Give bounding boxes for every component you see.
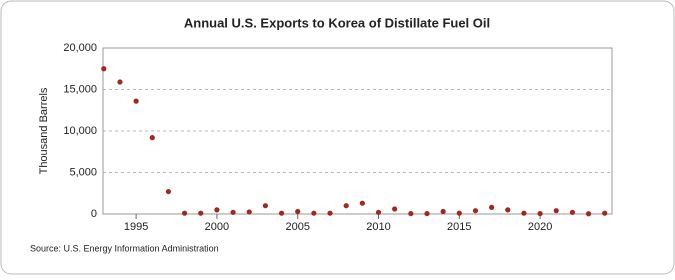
point xyxy=(133,98,139,104)
point xyxy=(585,211,592,217)
y-tick-label: 15,000 xyxy=(63,83,97,95)
point xyxy=(472,208,479,214)
point xyxy=(311,210,317,216)
point xyxy=(505,207,511,213)
source: Source: U.S. Energy Information Administ… xyxy=(30,243,219,253)
point xyxy=(262,203,268,209)
point xyxy=(246,209,252,215)
x-tick-label: 1995 xyxy=(124,221,148,233)
x-tick-label: 2015 xyxy=(447,221,471,233)
plot-border xyxy=(102,47,613,215)
point xyxy=(182,210,188,216)
point xyxy=(101,66,107,72)
point xyxy=(375,209,382,215)
point xyxy=(149,135,155,141)
point xyxy=(214,207,220,213)
chart-title: Annual U.S. Exports to Korea of Distilla… xyxy=(184,15,490,30)
point xyxy=(569,209,576,215)
point xyxy=(602,210,608,216)
y-axis-label: Thousand Barrels xyxy=(38,87,50,174)
point xyxy=(278,210,285,216)
point xyxy=(521,210,527,216)
point xyxy=(165,188,172,195)
point xyxy=(295,208,301,215)
x-tick-label: 2005 xyxy=(285,221,309,233)
point xyxy=(230,209,236,215)
point xyxy=(440,208,446,215)
x-tick-label: 2020 xyxy=(528,221,552,233)
point xyxy=(198,210,204,216)
point xyxy=(327,210,333,216)
y-tick-label: 10,000 xyxy=(63,125,97,137)
x-tick-label: 2000 xyxy=(205,221,229,233)
y-tick-label: 0 xyxy=(91,208,97,220)
point xyxy=(424,210,430,217)
x-tick-label: 2010 xyxy=(366,221,390,233)
point xyxy=(489,204,495,210)
point xyxy=(537,210,543,217)
y-tick-label: 5,000 xyxy=(69,166,97,178)
point xyxy=(553,208,559,214)
point xyxy=(456,210,462,216)
point xyxy=(408,210,414,217)
y-tick-label: 20,000 xyxy=(63,42,97,54)
point xyxy=(117,79,123,85)
point xyxy=(343,203,349,209)
point xyxy=(392,206,398,212)
point xyxy=(359,200,365,206)
